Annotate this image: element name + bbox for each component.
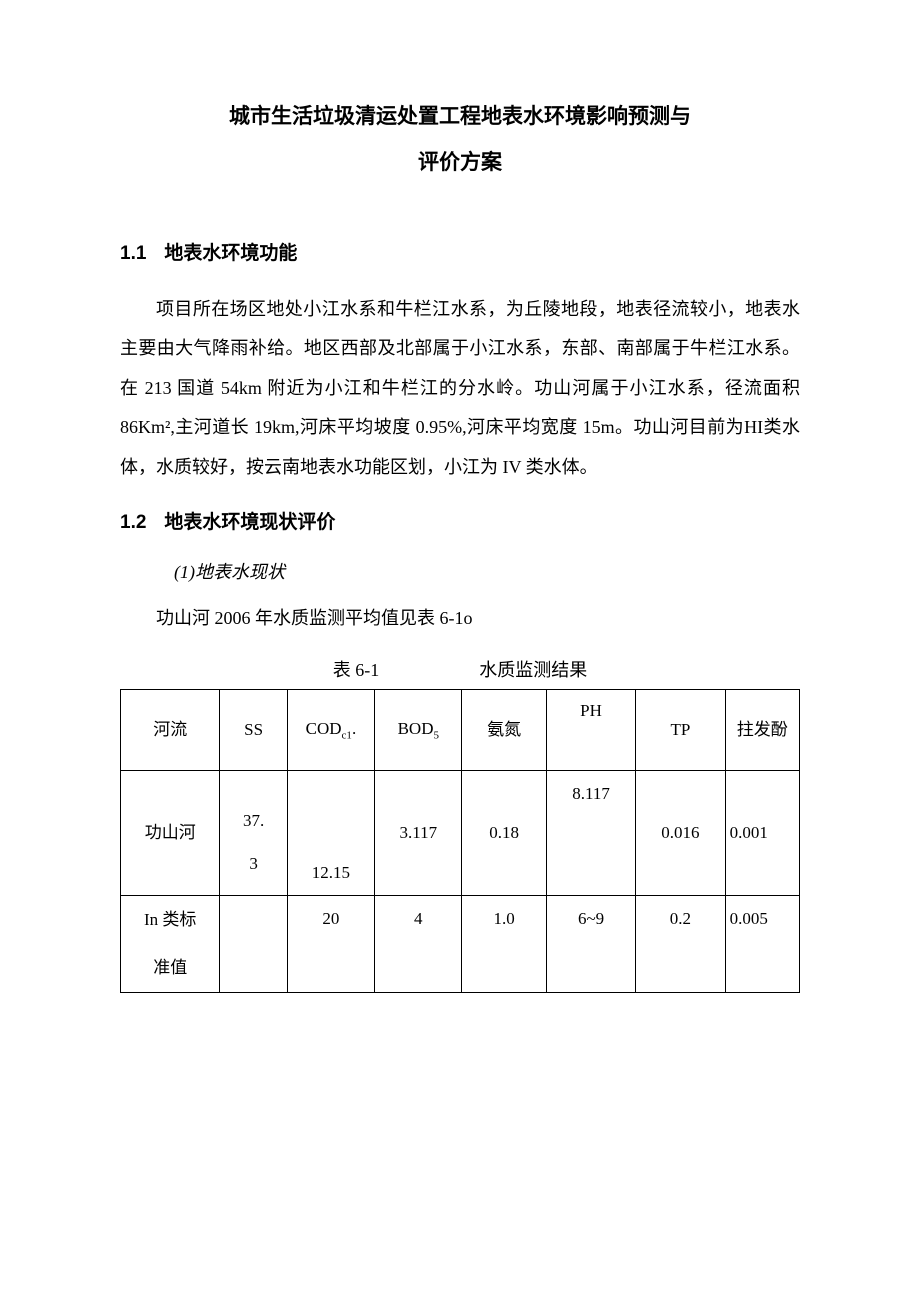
section-number: 1.2: [120, 512, 146, 533]
cell-cod: 12.15: [287, 771, 374, 896]
table-row: 功山河 37.3 12.15 3.117 0.18 8.117 0.016 0.…: [121, 771, 800, 896]
cell-std-tp: 0.2: [636, 896, 725, 993]
cell-std-cod: 20: [287, 896, 374, 993]
cell-river: 功山河: [121, 771, 220, 896]
th-ss: SS: [220, 690, 287, 771]
cell-ss: 37.3: [220, 771, 287, 896]
th-bod: BOD5: [375, 690, 462, 771]
cell-phenol: 0.001: [725, 771, 799, 896]
subitem-1-label: (1)地表水现状: [120, 558, 800, 587]
cell-tp: 0.016: [636, 771, 725, 896]
table-title: 水质监测结果: [479, 660, 587, 680]
section-1-1-heading: 1.1 地表水环境功能: [120, 239, 800, 269]
th-tp: TP: [636, 690, 725, 771]
table-header-row: 河流 SS CODc1. BOD5 氨氮 PH TP 拄发酚: [121, 690, 800, 771]
cell-std-bod: 4: [375, 896, 462, 993]
table-number: 表 6-1: [333, 656, 380, 685]
cell-std-ph: 6~9: [546, 896, 635, 993]
th-river: 河流: [121, 690, 220, 771]
cell-std-label: In 类标: [121, 896, 220, 945]
cell-nh: 0.18: [462, 771, 546, 896]
document-title-line2: 评价方案: [120, 146, 800, 180]
table-caption: 表 6-1 水质监测结果: [120, 656, 800, 685]
table-row: In 类标 20 4 1.0 6~9 0.2 0.005: [121, 896, 800, 945]
th-ph: PH: [546, 690, 635, 771]
th-cod: CODc1.: [287, 690, 374, 771]
cell-ph: 8.117: [546, 771, 635, 896]
subitem-1-text: 功山河 2006 年水质监测平均值见表 6-1o: [120, 599, 800, 639]
th-phenol: 拄发酚: [725, 690, 799, 771]
cell-std-nh: 1.0: [462, 896, 546, 993]
th-nh: 氨氮: [462, 690, 546, 771]
section-title: 地表水环境现状评价: [164, 512, 335, 533]
section-number: 1.1: [120, 243, 146, 264]
section-1-2-heading: 1.2 地表水环境现状评价: [120, 508, 800, 538]
cell-bod: 3.117: [375, 771, 462, 896]
cell-std-label-cont: 准值: [121, 944, 220, 993]
document-title-line1: 城市生活垃圾清运处置工程地表水环境影响预测与: [120, 100, 800, 134]
section-1-1-paragraph: 项目所在场区地处小江水系和牛栏江水系，为丘陵地段，地表径流较小，地表水主要由大气…: [120, 290, 800, 488]
cell-std-ss: [220, 896, 287, 993]
section-title: 地表水环境功能: [164, 243, 297, 264]
cell-std-phenol: 0.005: [725, 896, 799, 993]
water-quality-table: 河流 SS CODc1. BOD5 氨氮 PH TP 拄发酚 功山河 37.3 …: [120, 689, 800, 993]
